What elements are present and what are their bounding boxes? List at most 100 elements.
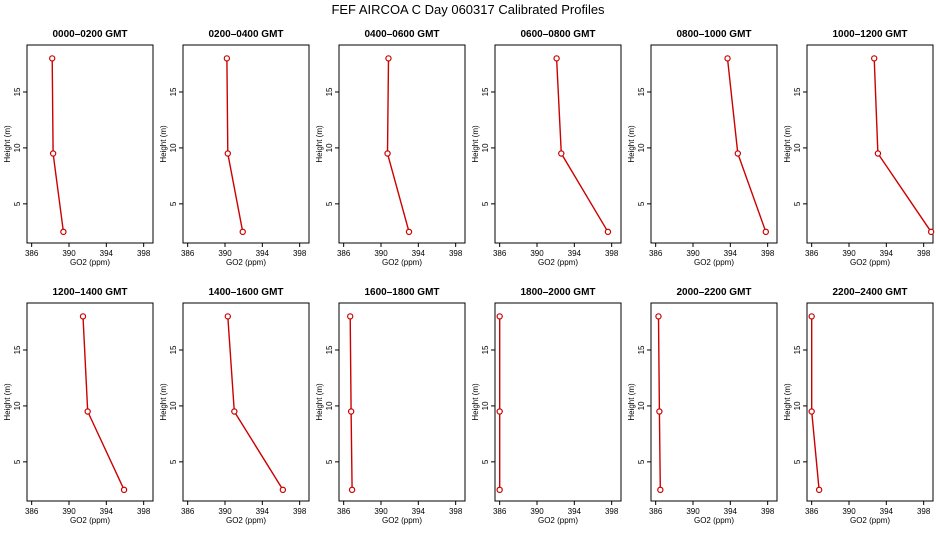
data-point (496, 313, 503, 320)
y-axis-label: Height (m) (627, 125, 636, 163)
profile-line (51, 58, 65, 232)
data-point (808, 408, 815, 415)
y-tick-label: 15 (793, 87, 802, 96)
profile-line (555, 58, 609, 233)
x-tick-label: 394 (724, 507, 738, 516)
data-point (49, 55, 56, 62)
x-tick-label: 386 (649, 249, 663, 258)
x-tick-label: 386 (25, 507, 39, 516)
x-axis-label: GO2 (ppm) (850, 516, 890, 525)
y-axis-label: Height (m) (471, 383, 480, 421)
y-tick-label: 10 (325, 401, 334, 410)
x-tick-label: 390 (218, 507, 232, 516)
data-point (655, 313, 662, 320)
y-tick-label: 15 (325, 345, 334, 354)
data-point (724, 55, 731, 62)
y-tick-label: 15 (325, 87, 334, 96)
x-tick-label: 386 (493, 249, 507, 258)
plot-frame (494, 44, 622, 244)
y-tick-label: 5 (169, 459, 178, 464)
x-tick-label: 386 (181, 507, 195, 516)
data-point (120, 486, 128, 494)
y-axis-label: Height (m) (3, 125, 12, 163)
x-tick-label: 390 (62, 507, 76, 516)
x-tick-label: 386 (805, 249, 819, 258)
y-tick-label: 5 (793, 201, 802, 206)
x-axis-label: GO2 (ppm) (226, 258, 266, 267)
x-axis-label: GO2 (ppm) (70, 516, 110, 525)
y-axis-label: Height (m) (159, 125, 168, 163)
data-point (496, 486, 503, 494)
y-tick-label: 5 (169, 201, 178, 206)
y-tick-label: 5 (325, 201, 334, 206)
x-tick-label: 398 (449, 249, 463, 258)
y-tick-label: 10 (637, 401, 646, 410)
y-tick-label: 10 (481, 143, 490, 152)
x-tick-label: 386 (337, 507, 351, 516)
x-tick-label: 390 (530, 249, 544, 258)
x-tick-label: 398 (137, 507, 151, 516)
profile-line (811, 316, 820, 490)
panel-title: 1800–2000 GMT (520, 287, 595, 298)
profile-line (657, 316, 661, 490)
plot-frame (182, 44, 310, 244)
data-point (657, 486, 664, 494)
x-tick-label: 394 (412, 249, 426, 258)
x-tick-label: 394 (568, 249, 582, 258)
chart-panel: 1400–1600 GMT 386 390 394 398 GO2 (ppm) 5 10 15 H… (159, 287, 310, 525)
y-tick-label: 15 (637, 345, 646, 354)
profile-line (726, 58, 767, 233)
x-tick-label: 394 (724, 249, 738, 258)
plot-frame (494, 302, 622, 502)
x-tick-label: 398 (605, 249, 619, 258)
x-tick-label: 398 (293, 507, 307, 516)
plot-frame (806, 302, 934, 502)
x-tick-label: 394 (880, 249, 894, 258)
x-tick-label: 386 (805, 507, 819, 516)
x-axis-label: GO2 (ppm) (382, 516, 422, 525)
panel-title: 1000–1200 GMT (832, 29, 907, 40)
data-point (84, 408, 91, 415)
x-tick-label: 394 (100, 507, 114, 516)
chart-panel: 2200–2400 GMT 386 390 394 398 GO2 (ppm) 5 10 15 H… (783, 287, 934, 525)
panel-title: 0600–0800 GMT (520, 29, 595, 40)
x-tick-label: 390 (62, 249, 76, 258)
x-tick-label: 394 (568, 507, 582, 516)
data-point (871, 55, 878, 62)
data-point (348, 486, 356, 494)
panel-title: 2200–2400 GMT (832, 287, 907, 298)
data-point (808, 313, 815, 320)
y-tick-label: 5 (793, 459, 802, 464)
x-tick-label: 398 (761, 507, 775, 516)
x-tick-label: 398 (761, 249, 775, 258)
y-tick-label: 10 (13, 401, 22, 410)
panel-title: 1600–1800 GMT (364, 287, 439, 298)
x-axis-label: GO2 (ppm) (694, 516, 734, 525)
x-tick-label: 394 (256, 507, 270, 516)
x-tick-label: 398 (137, 249, 151, 258)
panel-title: 0400–0600 GMT (364, 29, 439, 40)
y-tick-label: 5 (481, 201, 490, 206)
data-point (224, 150, 231, 157)
x-tick-label: 394 (100, 249, 114, 258)
x-tick-label: 390 (842, 249, 856, 258)
x-tick-label: 386 (493, 507, 507, 516)
data-point (762, 228, 770, 236)
data-point (558, 150, 565, 157)
data-point (347, 313, 354, 320)
data-point (60, 228, 67, 236)
profile-line (873, 58, 932, 233)
profile-line (82, 316, 125, 491)
chart-panel: 1800–2000 GMT 386 390 394 398 GO2 (ppm) 5 10 15 H… (471, 287, 622, 525)
x-tick-label: 390 (842, 507, 856, 516)
x-tick-label: 398 (449, 507, 463, 516)
plot-frame (806, 44, 934, 244)
plot-frame (338, 44, 466, 244)
plot-frame (650, 44, 778, 244)
y-tick-label: 5 (637, 459, 646, 464)
profile-line (386, 58, 410, 232)
panel-title: 0200–0400 GMT (208, 29, 283, 40)
y-axis-label: Height (m) (471, 125, 480, 163)
chart-title: FEF AIRCOA C Day 060317 Calibrated Profi… (331, 2, 605, 17)
